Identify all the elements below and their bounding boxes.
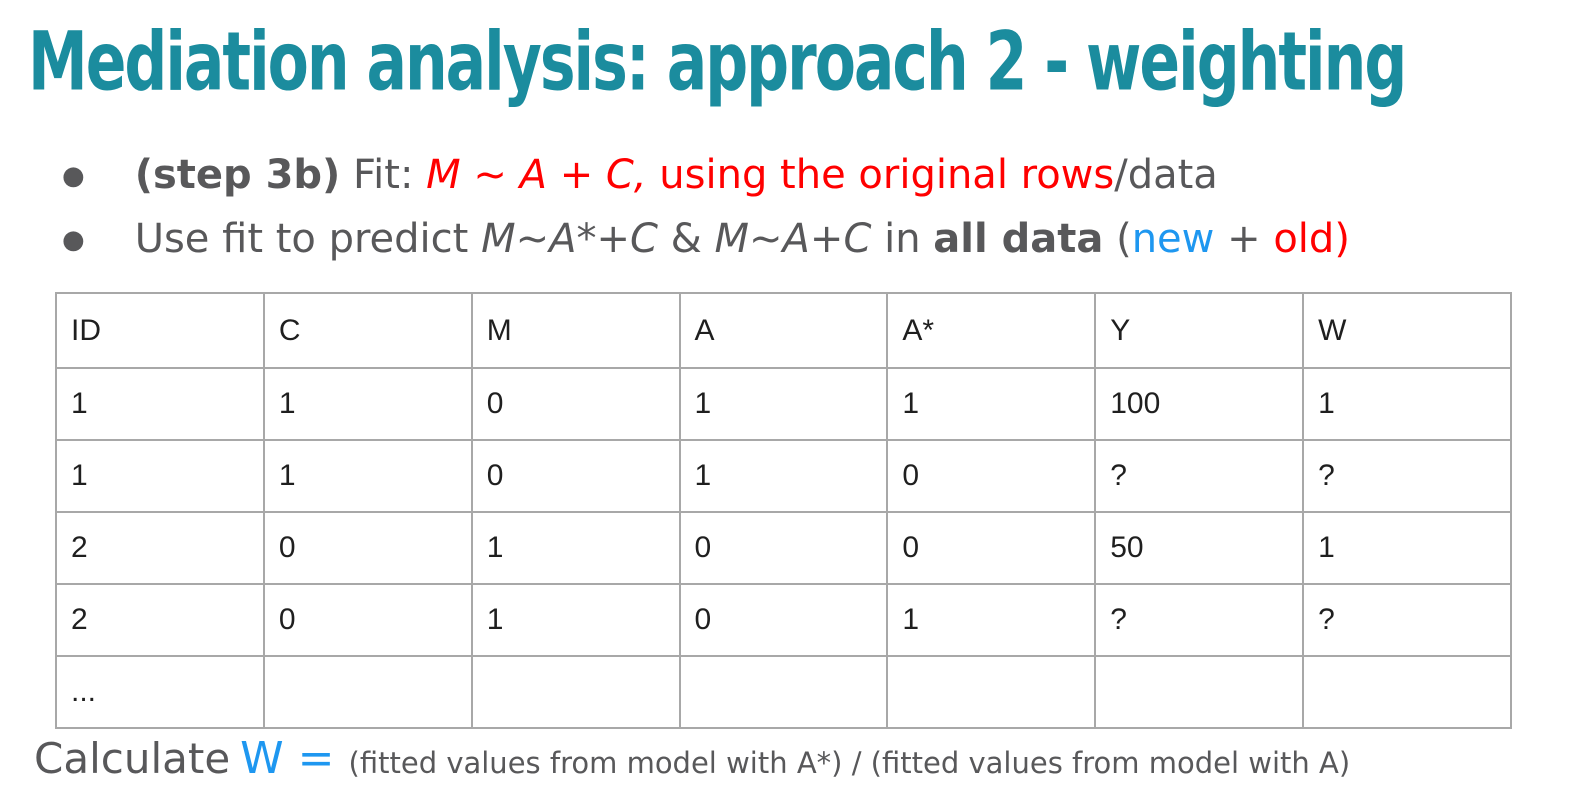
bullet-item-predict: ● Use fit to predict M~A*+C & M~A+C in a…	[62, 214, 1572, 264]
table-cell: ?	[1094, 439, 1305, 513]
bullet-icon: ●	[62, 225, 85, 255]
ampersand: &	[657, 216, 715, 262]
table-cell: 1	[678, 439, 889, 513]
table-cell: 1	[1302, 511, 1512, 585]
formula-m-a-c-2: M~A+C	[714, 216, 872, 262]
column-header: A	[678, 292, 889, 369]
table-cell: 1	[678, 367, 889, 441]
bullet-item-step-3b: ● (step 3b) Fit: M ~ A + C, using the or…	[62, 150, 1572, 200]
bullet-text-predict: Use fit to predict M~A*+C & M~A+C in all…	[135, 214, 1350, 264]
table-cell: 1	[262, 439, 473, 513]
slide-title: Mediation analysis: approach 2 - weighti…	[28, 15, 1407, 110]
table-cell: ?	[1094, 583, 1305, 657]
table-cell: 0	[262, 583, 473, 657]
in-word: in	[871, 216, 934, 262]
plus-sign: +	[1214, 216, 1274, 262]
table-cell: 1	[1302, 367, 1512, 441]
table-cell: 1	[55, 439, 265, 513]
table-row: ...	[55, 655, 1512, 729]
table-cell	[678, 655, 889, 729]
paren-close: )	[1334, 216, 1350, 262]
bullet-text-step-3b: (step 3b) Fit: M ~ A + C, using the orig…	[135, 150, 1218, 200]
table-cell: 0	[470, 367, 681, 441]
table-cell	[470, 655, 681, 729]
fit-label: Fit:	[340, 152, 427, 198]
table-cell: 0	[262, 511, 473, 585]
table-cell: 1	[470, 583, 681, 657]
table-cell: 0	[886, 511, 1097, 585]
table-header-row: ID C M A A* Y W	[55, 292, 1512, 369]
table-cell	[1094, 655, 1305, 729]
table-cell: 1	[262, 367, 473, 441]
table-cell	[886, 655, 1097, 729]
new-label: new	[1131, 216, 1215, 262]
table-row: 2 0 1 0 0 50 1	[55, 511, 1512, 585]
all-data-label: all data	[933, 216, 1104, 262]
table-cell: 1	[55, 367, 265, 441]
paren-open: (	[1103, 216, 1132, 262]
table-cell: ?	[1302, 439, 1512, 513]
table-cell: 1	[470, 511, 681, 585]
table-cell: ?	[1302, 583, 1512, 657]
formula-m-astar-c: M~A*+C	[481, 216, 658, 262]
bullet-icon: ●	[62, 161, 85, 191]
table-cell: ...	[55, 655, 265, 729]
table-cell: 0	[678, 583, 889, 657]
data-suffix: /data	[1114, 152, 1218, 198]
column-header: Y	[1094, 292, 1305, 369]
table-cell	[1302, 655, 1512, 729]
table-cell: 1	[886, 583, 1097, 657]
table-row: 2 0 1 0 1??	[55, 583, 1512, 657]
table-cell: 100	[1094, 367, 1305, 441]
w-equals-label: W =	[240, 733, 335, 784]
column-header: ID	[55, 292, 265, 369]
formula-m-a-c: M ~ A + C,	[426, 152, 647, 198]
old-label: old	[1273, 216, 1335, 262]
column-header: M	[470, 292, 681, 369]
column-header: W	[1302, 292, 1512, 369]
table-cell: 0	[886, 439, 1097, 513]
step-label: (step 3b)	[134, 152, 341, 198]
table-cell	[262, 655, 473, 729]
table-row: 1 1 0 1 0??	[55, 439, 1512, 513]
table-cell: 0	[678, 511, 889, 585]
w-formula-detail: (fitted values from model with A*) / (fi…	[348, 746, 1351, 780]
bullet-list: ● (step 3b) Fit: M ~ A + C, using the or…	[62, 150, 1572, 278]
column-header: C	[262, 292, 473, 369]
original-rows-text: using the original rows	[646, 152, 1115, 198]
data-table: ID C M A A* Y W 1 1 0 1 1 100 1 1 1 0 1 0?? 2 0 1 0 0 50 1 2 0 1 0 1??…	[55, 292, 1512, 729]
calculate-w-line: Calculate W = (fitted values from model …	[34, 733, 1350, 784]
predict-lead: Use fit to predict	[134, 216, 482, 262]
table-cell: 2	[55, 583, 265, 657]
table-cell: 50	[1094, 511, 1305, 585]
table-cell: 0	[470, 439, 681, 513]
table-row: 1 1 0 1 1 100 1	[55, 367, 1512, 441]
calculate-label: Calculate	[34, 734, 231, 783]
table-cell: 2	[55, 511, 265, 585]
table-cell: 1	[886, 367, 1097, 441]
column-header: A*	[886, 292, 1097, 369]
